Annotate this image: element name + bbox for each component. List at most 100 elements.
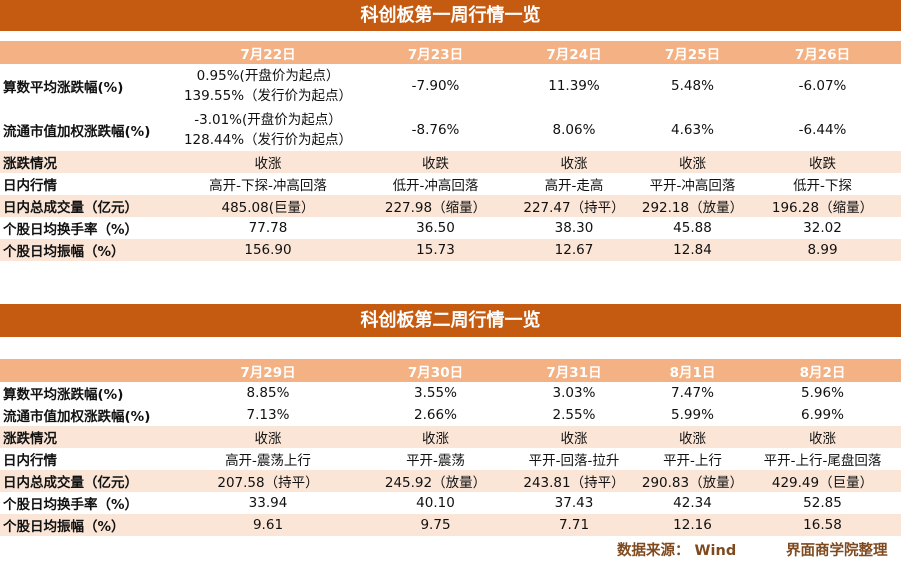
cell-line: 0.95%(开盘价为起点） (196, 68, 340, 84)
table-row: 日内行情 高开-下探-冲高回落 低开-冲高回落 高开-走高 平开-冲高回落 低开… (0, 173, 901, 195)
table-cell: 8.06% (507, 108, 641, 151)
table-cell: 收涨 (744, 426, 901, 448)
table-cell: 收涨 (507, 426, 641, 448)
table-cell: 平开-回落-拉升 (507, 448, 641, 470)
table-cell: 6.99% (744, 404, 901, 426)
table-cell: 收跌 (364, 151, 507, 173)
table-row: 流通市值加权涨跌幅(%) -3.01%(开盘价为起点） 128.44%（发行价为… (0, 108, 901, 151)
row-label: 日内行情 (0, 448, 172, 470)
table-cell: -6.44% (744, 108, 901, 151)
table-cell: 平开-上行 (641, 448, 744, 470)
row-label: 个股日均振幅（%） (0, 514, 172, 536)
cell-line: 139.55%（发行价为起点） (183, 88, 353, 104)
table-cell: 429.49（巨量） (744, 470, 901, 492)
table-row: 流通市值加权涨跌幅(%) 7.13% 2.66% 2.55% 5.99% 6.9… (0, 404, 901, 426)
date-header: 7月29日 (172, 359, 364, 382)
table-cell: 4.63% (641, 108, 744, 151)
table-cell: 12.16 (641, 514, 744, 536)
table-cell: 292.18（放量） (641, 195, 744, 217)
table-cell: 77.78 (172, 217, 364, 239)
row-label: 个股日均换手率（%） (0, 492, 172, 514)
cell-line: 128.44%（发行价为起点） (183, 131, 353, 148)
table-cell: 33.94 (172, 492, 364, 514)
table-cell: 227.98（缩量） (364, 195, 507, 217)
table-cell: 45.88 (641, 217, 744, 239)
table-row: 个股日均振幅（%） 156.90 15.73 12.67 12.84 8.99 (0, 239, 901, 261)
table-cell: 8.85% (172, 382, 364, 404)
table-cell: 52.85 (744, 492, 901, 514)
header-corner (0, 41, 172, 64)
week1-header-row: 7月22日 7月23日 7月24日 7月25日 7月26日 (0, 41, 901, 64)
row-label: 涨跌情况 (0, 151, 172, 173)
table-row: 日内总成交量（亿元） 207.58（持平） 245.92（放量） 243.81（… (0, 470, 901, 492)
table-cell: 15.73 (364, 239, 507, 261)
table-cell: 7.13% (172, 404, 364, 426)
table-cell: -7.90% (364, 64, 507, 108)
table-cell: 36.50 (364, 217, 507, 239)
table-cell: 9.61 (172, 514, 364, 536)
row-label: 涨跌情况 (0, 426, 172, 448)
row-label: 个股日均换手率（%） (0, 217, 172, 239)
week2-table: 7月29日 7月30日 7月31日 8月1日 8月2日 算数平均涨跌幅(%) 8… (0, 359, 901, 536)
date-header: 8月1日 (641, 359, 744, 382)
table-cell: 收涨 (641, 426, 744, 448)
header-corner (0, 359, 172, 382)
table-cell: 9.75 (364, 514, 507, 536)
table-cell: 207.58（持平） (172, 470, 364, 492)
credit: 界面商学院整理 (786, 543, 888, 559)
table-cell: 平开-冲高回落 (641, 173, 744, 195)
table-cell: 16.58 (744, 514, 901, 536)
table-row: 算数平均涨跌幅(%) 0.95%(开盘价为起点） 139.55%（发行价为起点）… (0, 64, 901, 108)
row-label: 日内行情 (0, 173, 172, 195)
table-cell: 2.66% (364, 404, 507, 426)
table-row: 涨跌情况 收涨 收跌 收涨 收涨 收跌 (0, 151, 901, 173)
table-cell: 5.48% (641, 64, 744, 108)
date-header: 7月31日 (507, 359, 641, 382)
table-cell: 8.99 (744, 239, 901, 261)
table-cell: 高开-震荡上行 (172, 448, 364, 470)
table-cell: 高开-下探-冲高回落 (172, 173, 364, 195)
table-row: 个股日均换手率（%） 77.78 36.50 38.30 45.88 32.02 (0, 217, 901, 239)
table-cell: 485.08(巨量） (172, 195, 364, 217)
date-header: 7月23日 (364, 41, 507, 64)
table-cell: 收涨 (507, 151, 641, 173)
table-cell: 227.47（持平） (507, 195, 641, 217)
week2-title: 科创板第二周行情一览 (0, 304, 901, 337)
table-cell: 平开-震荡 (364, 448, 507, 470)
table-cell: 平开-上行-尾盘回落 (744, 448, 901, 470)
table-cell: 2.55% (507, 404, 641, 426)
week2-header-row: 7月29日 7月30日 7月31日 8月1日 8月2日 (0, 359, 901, 382)
table-row: 日内行情 高开-震荡上行 平开-震荡 平开-回落-拉升 平开-上行 平开-上行-… (0, 448, 901, 470)
table-cell: 11.39% (507, 64, 641, 108)
table-row: 算数平均涨跌幅(%) 8.85% 3.55% 3.03% 7.47% 5.96% (0, 382, 901, 404)
table-cell: 42.34 (641, 492, 744, 514)
table-cell: 12.67 (507, 239, 641, 261)
table-cell: 低开-冲高回落 (364, 173, 507, 195)
table-cell: 32.02 (744, 217, 901, 239)
table-cell: 7.47% (641, 382, 744, 404)
table-row: 个股日均换手率（%） 33.94 40.10 37.43 42.34 52.85 (0, 492, 901, 514)
week1-title: 科创板第一周行情一览 (0, 0, 901, 31)
row-label: 日内总成交量（亿元） (0, 470, 172, 492)
table-cell: 245.92（放量） (364, 470, 507, 492)
table-cell: 290.83（放量） (641, 470, 744, 492)
table-cell: 3.03% (507, 382, 641, 404)
table-cell: 196.28（缩量） (744, 195, 901, 217)
table-cell: 12.84 (641, 239, 744, 261)
row-label: 个股日均振幅（%） (0, 239, 172, 261)
table-cell: 收涨 (364, 426, 507, 448)
row-label: 算数平均涨跌幅(%) (0, 64, 172, 108)
table-cell: -6.07% (744, 64, 901, 108)
table-row: 日内总成交量（亿元） 485.08(巨量） 227.98（缩量） 227.47（… (0, 195, 901, 217)
table-cell: 高开-走高 (507, 173, 641, 195)
table-cell: 5.99% (641, 404, 744, 426)
table-cell: 收涨 (172, 151, 364, 173)
table-cell: 5.96% (744, 382, 901, 404)
date-header: 8月2日 (744, 359, 901, 382)
table-cell: 243.81（持平） (507, 470, 641, 492)
table-row: 涨跌情况 收涨 收涨 收涨 收涨 收涨 (0, 426, 901, 448)
data-source: 数据来源： Wind (617, 543, 737, 559)
row-label: 流通市值加权涨跌幅(%) (0, 108, 172, 151)
table-cell: 38.30 (507, 217, 641, 239)
table-cell: 7.71 (507, 514, 641, 536)
